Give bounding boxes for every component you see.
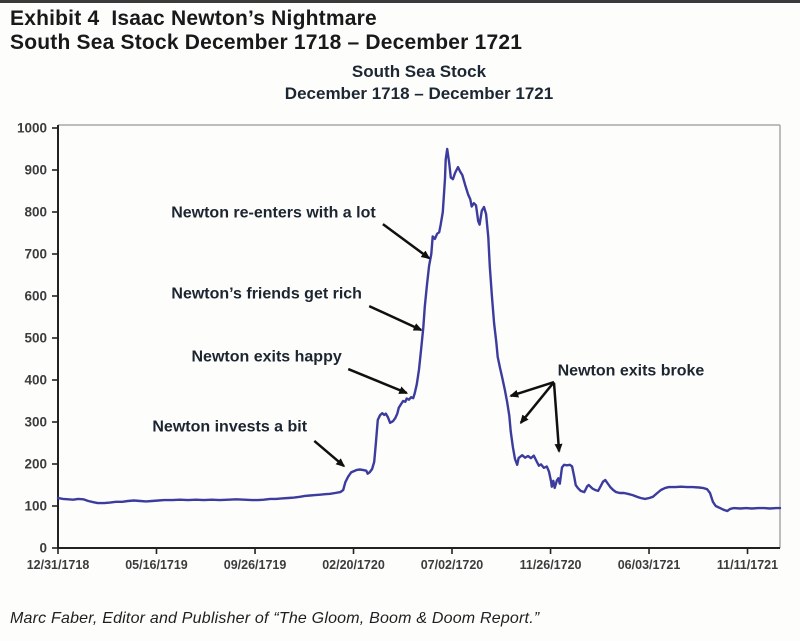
- price-line: [56, 147, 782, 513]
- y-tick-label: 200: [24, 457, 47, 472]
- annotation-label: Newton exits happy: [191, 349, 341, 366]
- y-tick-label: 600: [24, 289, 47, 304]
- x-tick-label: 06/03/1721: [618, 558, 681, 572]
- annotation-arrow: [519, 381, 555, 425]
- y-tick-label: 0: [39, 541, 47, 556]
- price-series: [56, 147, 782, 513]
- annotation-label: Newton invests a bit: [152, 419, 307, 436]
- plot-frame: [57, 124, 781, 549]
- x-tick-label: 07/02/1720: [421, 558, 484, 572]
- annotation-label: Newton re-enters with a lot: [171, 205, 376, 222]
- chart-title: South Sea Stock: [351, 62, 487, 81]
- chart-subtitle: December 1718 – December 1721: [284, 84, 554, 103]
- annotations: Newton re-enters with a lot Newton’s frie…: [152, 205, 705, 468]
- x-tick-label: 11/11/1721: [717, 558, 778, 572]
- x-tick-label: 02/20/1720: [322, 558, 385, 572]
- x-tick-label: 09/26/1719: [224, 558, 287, 572]
- annotation-arrow: [509, 380, 555, 398]
- page-top-border: [0, 0, 800, 3]
- x-tick-label: 05/16/1719: [125, 558, 188, 572]
- y-tick-label: 500: [24, 331, 47, 346]
- y-tick-label: 700: [24, 247, 47, 262]
- y-tick-label: 1000: [17, 121, 47, 136]
- source-attribution: Marc Faber, Editor and Publisher of “The…: [10, 610, 540, 627]
- x-axis: 12/31/1718 05/16/1719 09/26/1719 02/20/1720…: [27, 548, 778, 572]
- y-tick-label: 900: [24, 163, 47, 178]
- annotation-arrow: [313, 439, 346, 468]
- y-tick-label: 300: [24, 415, 47, 430]
- annotation-label: Newton exits broke: [558, 362, 705, 379]
- y-axis: 0 100 200 300 400 500 600 700 800 900 1000: [17, 121, 58, 556]
- y-tick-label: 400: [24, 373, 47, 388]
- annotation-arrow: [368, 304, 423, 332]
- y-tick-label: 800: [24, 205, 47, 220]
- x-tick-label: 11/26/1720: [520, 558, 582, 572]
- exhibit-title-line2: South Sea Stock December 1718 – December…: [10, 31, 523, 54]
- annotation-arrow: [382, 223, 431, 260]
- annotation-arrow: [347, 367, 409, 395]
- exhibit-title-line1: Exhibit 4 Isaac Newton’s Nightmare: [10, 7, 377, 30]
- annotation-arrow: [552, 382, 563, 453]
- y-tick-label: 100: [24, 499, 47, 514]
- annotation-label: Newton’s friends get rich: [171, 286, 362, 303]
- x-tick-label: 12/31/1718: [27, 558, 90, 572]
